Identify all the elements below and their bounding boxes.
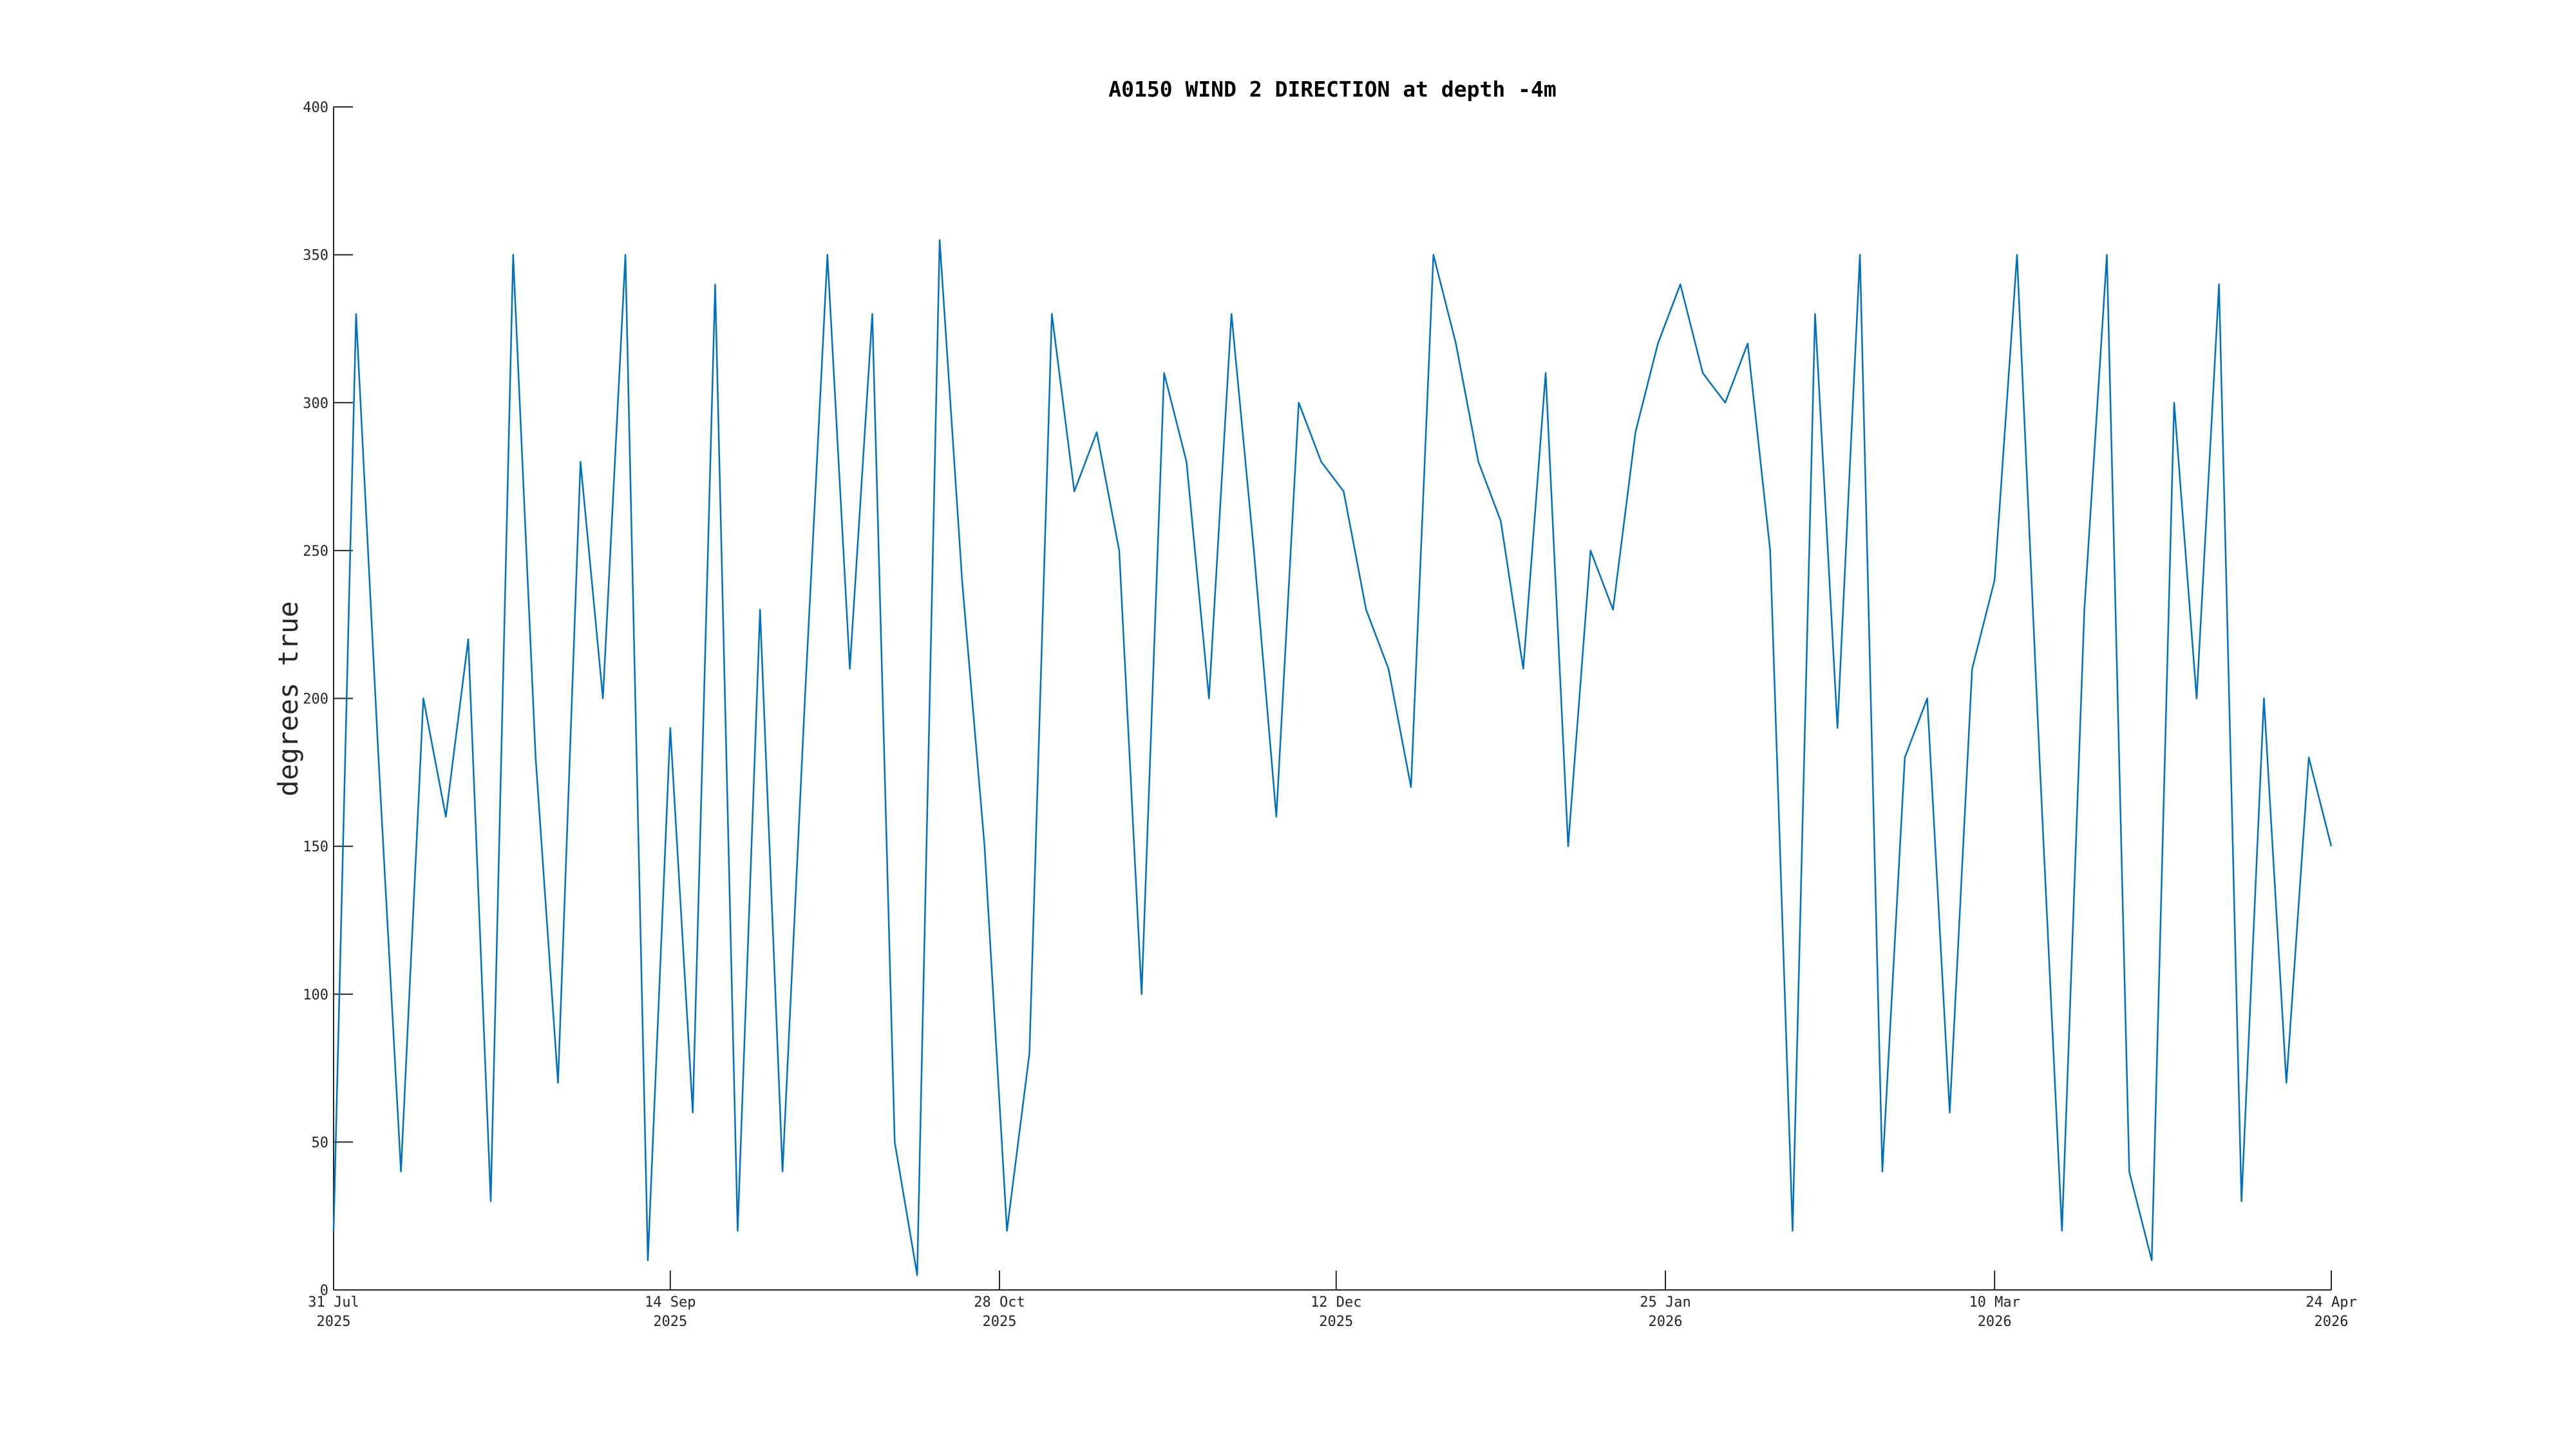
chart-title: A0150 WIND 2 DIRECTION at depth -4m	[1108, 77, 1556, 102]
y-tick-label: 100	[303, 987, 328, 1003]
y-tick-label: 400	[303, 100, 328, 116]
y-tick-label: 150	[303, 839, 328, 855]
y-tick-label: 50	[312, 1135, 329, 1151]
y-tick-label: 300	[303, 395, 328, 412]
y-axis-label: degrees true	[272, 601, 304, 796]
data-line	[332, 239, 2333, 1276]
y-tick-label: 0	[320, 1283, 328, 1299]
y-tick-label: 200	[303, 692, 328, 708]
x-tick-label: 12 Dec 2025	[1311, 1294, 1361, 1330]
y-tick-label: 350	[303, 248, 328, 264]
x-tick-label: 31 Jul 2025	[308, 1294, 359, 1330]
y-tick-label: 250	[303, 544, 328, 560]
x-tick-label: 10 Mar 2026	[1969, 1294, 2020, 1330]
x-tick-label: 14 Sep 2025	[645, 1294, 696, 1330]
x-tick-label: 28 Oct 2025	[974, 1294, 1025, 1330]
x-tick-label: 25 Jan 2026	[1640, 1294, 1690, 1330]
x-tick-label: 24 Apr 2026	[2306, 1294, 2356, 1330]
